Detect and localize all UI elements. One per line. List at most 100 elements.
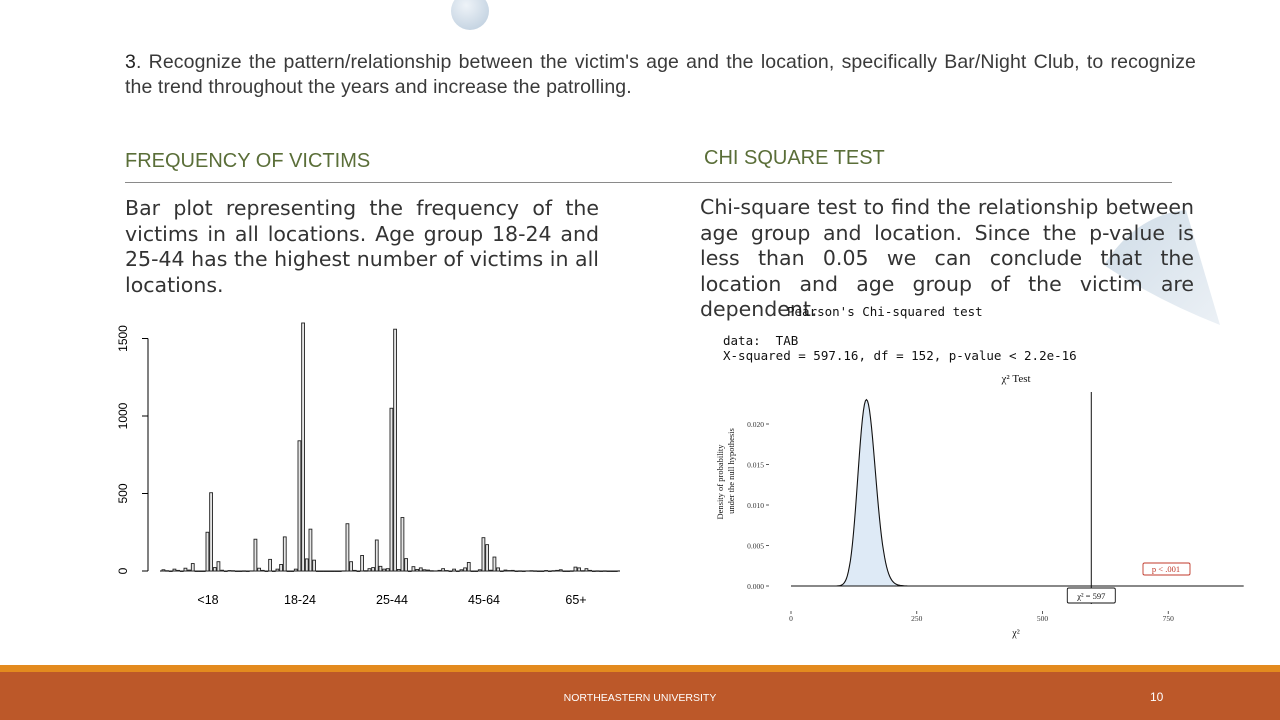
bar xyxy=(466,562,471,572)
bar xyxy=(470,570,475,572)
bar xyxy=(540,570,545,572)
intro-number: 3 xyxy=(125,51,136,73)
bar xyxy=(437,569,442,572)
bar xyxy=(257,567,261,572)
test-data-line: data: TAB xyxy=(723,333,799,348)
bar xyxy=(234,570,239,572)
bar xyxy=(393,328,397,572)
bar xyxy=(400,517,405,572)
bar xyxy=(536,570,541,572)
statistic-label-box xyxy=(1066,587,1116,604)
bar xyxy=(330,570,335,572)
bar xyxy=(220,569,224,572)
footer-organization: NORTHEASTERN UNIVERSITY xyxy=(563,692,717,704)
bar xyxy=(448,570,453,572)
bar xyxy=(452,568,456,572)
bar xyxy=(518,570,522,572)
y-tick-label: 1500 xyxy=(116,325,130,352)
chi-square-description: Chi-square test to find the relationship… xyxy=(700,195,1194,321)
y-tick-label: 1000 xyxy=(116,402,130,429)
section-divider xyxy=(125,182,1172,183)
bar xyxy=(334,570,338,572)
bar xyxy=(426,569,430,572)
bar xyxy=(580,570,585,572)
intro-paragraph: 3. Recognize the pattern/relationship be… xyxy=(125,50,1196,100)
bar xyxy=(404,558,408,572)
bar xyxy=(595,570,600,572)
bar xyxy=(463,567,467,572)
bar xyxy=(544,570,548,572)
bar xyxy=(179,570,184,572)
bar xyxy=(566,570,570,572)
bar xyxy=(268,558,272,572)
bar xyxy=(492,556,497,572)
x-tick-label: 250 xyxy=(911,614,923,623)
bar xyxy=(510,569,515,572)
bar xyxy=(411,566,416,572)
bar xyxy=(496,567,500,572)
y-tick-label: 0.005 xyxy=(747,542,764,551)
bar xyxy=(577,567,581,572)
y-tick-label: 500 xyxy=(116,483,130,503)
chart-title: χ² Test xyxy=(1000,373,1030,385)
bar xyxy=(304,558,309,572)
x-axis-label: χ² xyxy=(1011,628,1019,639)
bar xyxy=(562,570,567,572)
bar xyxy=(521,570,526,572)
x-group-label: 65+ xyxy=(565,593,586,607)
bar xyxy=(352,569,357,572)
x-tick-label: 500 xyxy=(1037,614,1049,623)
bar xyxy=(282,536,287,572)
bar xyxy=(488,569,493,572)
bar xyxy=(610,570,614,572)
footer-band xyxy=(0,672,1280,720)
bar xyxy=(485,544,489,572)
bar xyxy=(323,570,327,572)
bar xyxy=(319,570,324,572)
bar xyxy=(297,440,302,572)
bar xyxy=(315,570,320,572)
bar xyxy=(499,570,504,572)
chi-square-section-title: CHI SQUARE TEST xyxy=(704,147,885,169)
bar xyxy=(227,570,232,572)
x-tick-label: 750 xyxy=(1163,614,1175,623)
bar xyxy=(573,566,578,572)
bar xyxy=(216,561,221,572)
bar xyxy=(459,569,464,572)
intro-text: . Recognize the pattern/relationship bet… xyxy=(125,51,1196,98)
x-tick-label: 0 xyxy=(789,614,793,623)
bar xyxy=(363,570,368,572)
bar xyxy=(165,570,169,572)
bar xyxy=(161,569,166,572)
bar xyxy=(172,568,177,572)
p-value-box xyxy=(1142,562,1191,576)
x-group-label: 25-44 xyxy=(376,593,408,607)
bar xyxy=(271,570,276,572)
bar xyxy=(212,567,217,572)
y-axis-label-line1: Density of probability xyxy=(715,444,725,520)
bar xyxy=(308,528,313,572)
bar xyxy=(242,570,246,572)
bar xyxy=(190,563,195,572)
bar xyxy=(477,569,482,572)
bar xyxy=(606,570,611,572)
bar xyxy=(176,569,180,572)
victim-frequency-bar-chart: 0 500 1000 1500 <18 18-24 25-44 45-64 65+ xyxy=(116,322,620,607)
bar xyxy=(260,569,265,572)
bar xyxy=(209,492,213,572)
footer-accent-bar xyxy=(0,665,1280,672)
x-group-label: 18-24 xyxy=(284,593,316,607)
bar xyxy=(360,555,364,572)
bar xyxy=(356,570,361,572)
bar xyxy=(441,568,445,572)
x-group-label: <18 xyxy=(197,593,218,607)
bar xyxy=(194,570,199,572)
bar xyxy=(345,523,350,572)
y-axis-label-line2: under the null hypothesis xyxy=(726,428,736,514)
bar xyxy=(418,567,423,572)
bar xyxy=(514,570,519,572)
bar xyxy=(168,570,173,572)
bar xyxy=(183,567,188,572)
bar xyxy=(245,570,250,572)
bar xyxy=(374,539,379,572)
